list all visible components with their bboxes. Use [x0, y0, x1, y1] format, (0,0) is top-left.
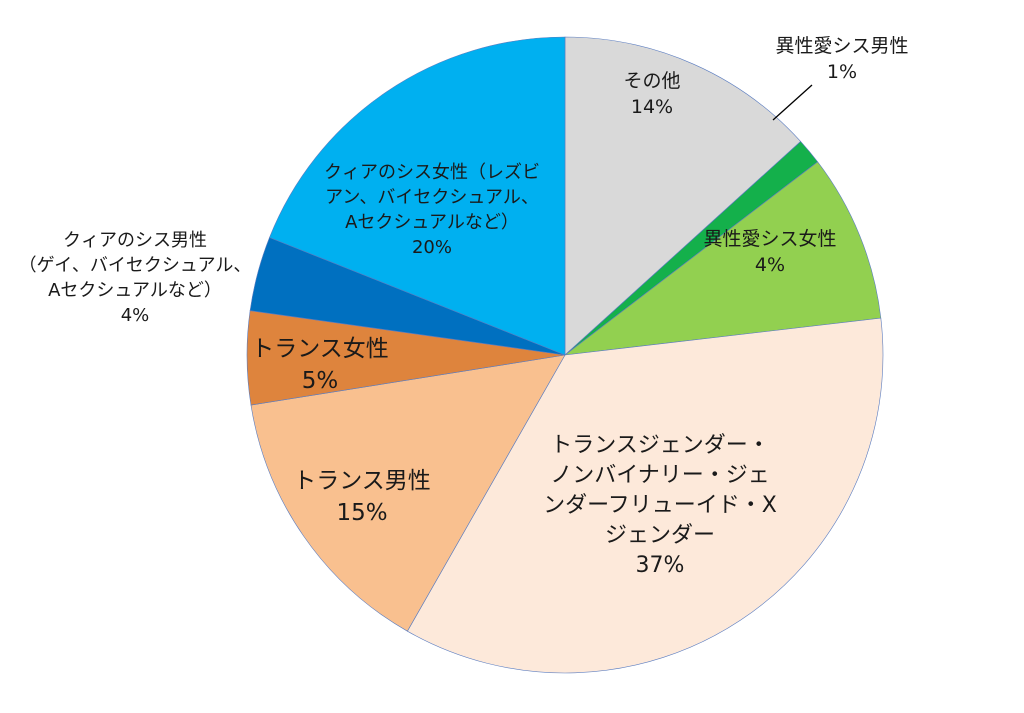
slice-name-line: トランス女性 [251, 336, 389, 362]
pie-slice-heterosexual-cis-female [563, 161, 882, 356]
slice-name-line: Aセクシュアルなど） [345, 212, 519, 233]
slice-name-line: 異性愛シス女性 [703, 228, 836, 250]
slice-label-heterosexual-cis-male: 異性愛シス男性 1% [775, 35, 908, 83]
slice-name-line: 異性愛シス男性 [775, 35, 908, 57]
slice-name-line: その他 [623, 70, 680, 92]
slice-name-line: トランス男性 [293, 468, 431, 494]
slice-percent-label: 14% [631, 96, 673, 118]
slice-percent-label: 4% [121, 305, 150, 326]
pie-slice-trans-male [250, 354, 566, 632]
slice-name-line: ジェンダー [605, 523, 715, 548]
slice-label-heterosexual-cis-female: 異性愛シス女性 4% [703, 228, 836, 276]
leader-line-heterosexual-cis-male [772, 84, 813, 121]
slice-percent-label: 4% [755, 254, 785, 276]
slice-percent-label: 20% [412, 237, 452, 258]
slice-label-queer-cis-male: クィアのシス男性 （ゲイ、バイセクシュアル、 Aセクシュアルなど） 4% [19, 230, 252, 326]
pie-slices [246, 36, 884, 674]
slice-name-line: ノンバイナリー・ジェ [550, 463, 770, 488]
slice-percent-label: 37% [636, 553, 685, 578]
slice-name-line: Aセクシュアルなど） [48, 280, 222, 301]
slice-name-line: クィアのシス男性 [63, 230, 207, 251]
slice-name-line: （ゲイ、バイセクシュアル、 [19, 255, 252, 276]
slice-name-line: アン、バイセクシュアル、 [325, 187, 539, 208]
slice-percent-label: 5% [302, 368, 339, 394]
pie-slice-transgender-nonbinary [406, 317, 884, 674]
pie-slice-other [564, 36, 802, 356]
pie-labels: その他 14% 異性愛シス男性 1% 異性愛シス女性 4% トランスジェンダー・ノンバイナリ… [19, 35, 909, 578]
slice-label-trans-male: トランス男性 15% [293, 468, 431, 526]
slice-label-queer-cis-female: クィアのシス女性（レズビアン、バイセクシュアル、 Aセクシュアルなど） 20% [324, 162, 540, 258]
slice-percent-label: 15% [336, 500, 387, 526]
slice-label-transgender-nonbinary: トランスジェンダー・ノンバイナリー・ジェンダーフリューイド・X ジェンダー 37% [543, 433, 777, 578]
slice-name-line: トランスジェンダー・ [550, 433, 770, 458]
slice-percent-label: 1% [827, 61, 857, 83]
slice-label-other: その他 14% [623, 70, 680, 118]
slice-name-line: クィアのシス女性（レズビ [324, 162, 540, 183]
slice-label-trans-female: トランス女性 5% [251, 336, 389, 394]
slice-name-line: ンダーフリューイド・X [543, 493, 777, 518]
pie-slice-queer-cis-female [269, 36, 566, 356]
